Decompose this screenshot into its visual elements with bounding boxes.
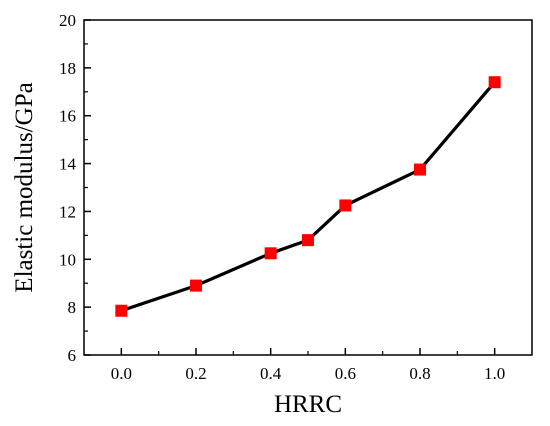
ticks-layer [84,19,496,356]
x-tick-label: 0.8 [409,364,430,383]
y-tick-label: 8 [68,298,77,317]
x-tick-label: 1.0 [484,364,505,383]
y-tick-label: 12 [59,202,76,221]
y-tick-label: 18 [59,59,76,78]
x-tick-label: 0.4 [260,364,282,383]
x-tick-label: 0.6 [335,364,356,383]
x-tick-label: 0.2 [185,364,206,383]
data-point-marker [339,199,352,212]
labels-layer: 0.0 0.2 0.4 0.6 0.8 1.0 6 8 10 12 14 16 18 20 [59,11,505,383]
series-layer [115,76,501,317]
data-point-marker [488,76,501,89]
x-tick-label: 0.0 [111,364,132,383]
y-tick-label: 14 [59,155,77,174]
data-point-marker [115,304,128,317]
series-line [120,81,496,313]
data-point-marker [302,234,314,247]
data-point-marker [264,247,277,260]
y-tick-label: 16 [59,107,76,126]
y-tick-label: 20 [59,11,76,30]
y-tick-label: 6 [68,346,77,365]
plot-frame [83,19,533,356]
data-point-marker [190,279,202,292]
y-tick-label: 10 [59,250,76,269]
x-axis-title: HRRC [274,391,342,418]
data-point-marker [414,163,426,176]
y-axis-title: Elastic modulus/GPa [11,82,38,292]
